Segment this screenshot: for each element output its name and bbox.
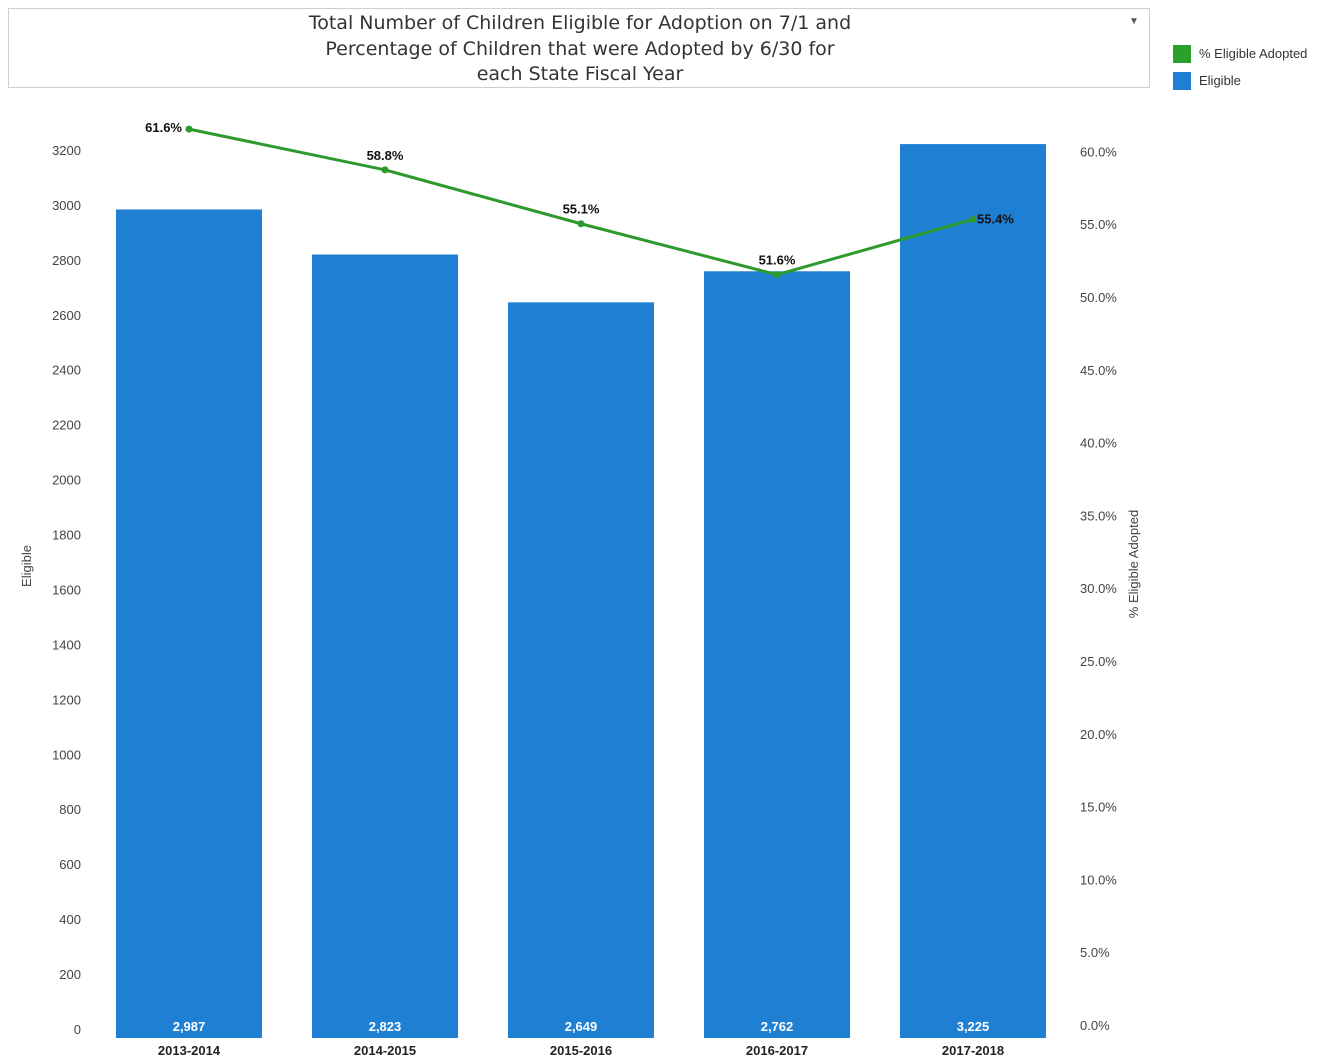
y2-tick-label: 35.0%: [1080, 508, 1117, 523]
y2-tick-label: 0.0%: [1080, 1018, 1110, 1033]
bar-value-label: 2,762: [761, 1019, 794, 1034]
left-axis-title: Eligible: [19, 545, 34, 587]
y-tick-label: 2000: [52, 473, 81, 488]
y-tick-label: 2400: [52, 363, 81, 378]
legend-label-eligible-adopted: % Eligible Adopted: [1199, 46, 1308, 61]
line-point: [577, 220, 585, 228]
chart-title-line-1: Total Number of Children Eligible for Ad…: [308, 12, 852, 34]
legend-item-eligible-adopted[interactable]: % Eligible Adopted: [1166, 40, 1333, 67]
line-value-label: 55.4%: [977, 211, 1014, 226]
y-tick-label: 1400: [52, 637, 81, 652]
line-value-label: 58.8%: [367, 148, 404, 163]
x-tick-label: 2015-2016: [550, 1043, 612, 1058]
x-tick-label: 2014-2015: [354, 1043, 416, 1058]
y-tick-label: 1000: [52, 747, 81, 762]
y-tick-label: 2600: [52, 308, 81, 323]
bar: [116, 209, 262, 1039]
y-tick-label: 0: [74, 1022, 81, 1037]
y-tick-label: 800: [59, 802, 81, 817]
bar-series-eligible: 2,987 2,823 2,649 2,762 3,225: [116, 144, 1046, 1039]
right-axis-title: % Eligible Adopted: [1126, 510, 1141, 618]
x-axis: 2013-2014 2014-2015 2015-2016 2016-2017 2017…: [158, 1043, 1004, 1058]
y-tick-label: 2800: [52, 253, 81, 268]
y2-tick-label: 60.0%: [1080, 144, 1117, 159]
y2-tick-label: 50.0%: [1080, 290, 1117, 305]
y-tick-label: 1200: [52, 692, 81, 707]
bar-value-label: 2,823: [369, 1019, 402, 1034]
y2-tick-label: 55.0%: [1080, 217, 1117, 232]
line-point: [773, 271, 781, 279]
y2-tick-label: 15.0%: [1080, 800, 1117, 815]
line-point: [381, 166, 389, 174]
y2-tick-label: 5.0%: [1080, 945, 1110, 960]
chart-title: Total Number of Children Eligible for Ad…: [9, 11, 1151, 88]
x-tick-label: 2017-2018: [942, 1043, 1004, 1058]
y2-tick-label: 30.0%: [1080, 581, 1117, 596]
y2-tick-label: 20.0%: [1080, 727, 1117, 742]
legend-swatch-eligible-adopted: [1173, 45, 1191, 63]
right-y-axis: 0.0% 5.0% 10.0% 15.0% 20.0% 25.0% 30.0% 35.0% 40…: [1080, 144, 1117, 1033]
bar: [508, 302, 654, 1038]
bar: [704, 271, 850, 1039]
y2-tick-label: 10.0%: [1080, 872, 1117, 887]
y-tick-label: 1800: [52, 528, 81, 543]
chart-title-line-2: Percentage of Children that were Adopted…: [325, 37, 835, 60]
y-tick-label: 600: [59, 857, 81, 872]
chart-title-box: Total Number of Children Eligible for Ad…: [8, 8, 1150, 88]
y-tick-label: 3200: [52, 143, 81, 158]
y2-tick-label: 40.0%: [1080, 436, 1117, 451]
line-value-label: 55.1%: [563, 202, 600, 217]
y-tick-label: 400: [59, 912, 81, 927]
bar: [312, 254, 458, 1038]
x-tick-label: 2013-2014: [158, 1043, 221, 1058]
bar-value-label: 2,649: [565, 1019, 598, 1034]
legend-swatch-eligible: [1173, 72, 1191, 90]
line-point: [185, 125, 193, 133]
legend-label-eligible: Eligible: [1199, 73, 1241, 88]
left-y-axis: 0 200 400 600 800 1000 1200 1400 1600 1800 2000 220…: [52, 143, 81, 1037]
y-tick-label: 200: [59, 967, 81, 982]
line-series-eligible-adopted: 61.6% 58.8% 55.1% 51.6% 55.4%: [145, 120, 1014, 279]
y-tick-label: 1600: [52, 582, 81, 597]
line-value-label: 61.6%: [145, 120, 182, 135]
chart-title-line-3: each State Fiscal Year: [476, 63, 684, 85]
legend-item-eligible[interactable]: Eligible: [1166, 67, 1333, 94]
x-tick-label: 2016-2017: [746, 1043, 808, 1058]
y-tick-label: 3000: [52, 198, 81, 213]
legend: % Eligible Adopted Eligible: [1166, 40, 1333, 94]
bar-value-label: 2,987: [173, 1019, 206, 1034]
bar-value-label: 3,225: [957, 1019, 990, 1034]
bar: [900, 144, 1046, 1038]
chevron-down-icon[interactable]: ▼: [1129, 16, 1139, 27]
y2-tick-label: 45.0%: [1080, 363, 1117, 378]
line-point: [969, 215, 977, 223]
y2-tick-label: 25.0%: [1080, 654, 1117, 669]
y-tick-label: 2200: [52, 418, 81, 433]
line-value-label: 51.6%: [759, 253, 796, 268]
